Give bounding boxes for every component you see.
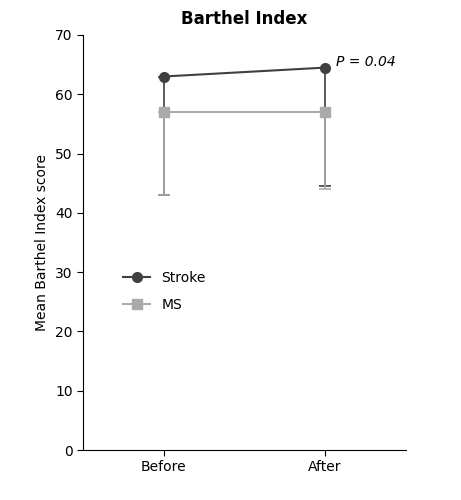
Title: Barthel Index: Barthel Index [181,10,307,28]
Y-axis label: Mean Barthel Index score: Mean Barthel Index score [35,154,49,331]
Text: P = 0.04: P = 0.04 [336,54,396,68]
Legend: Stroke, MS: Stroke, MS [116,264,213,318]
